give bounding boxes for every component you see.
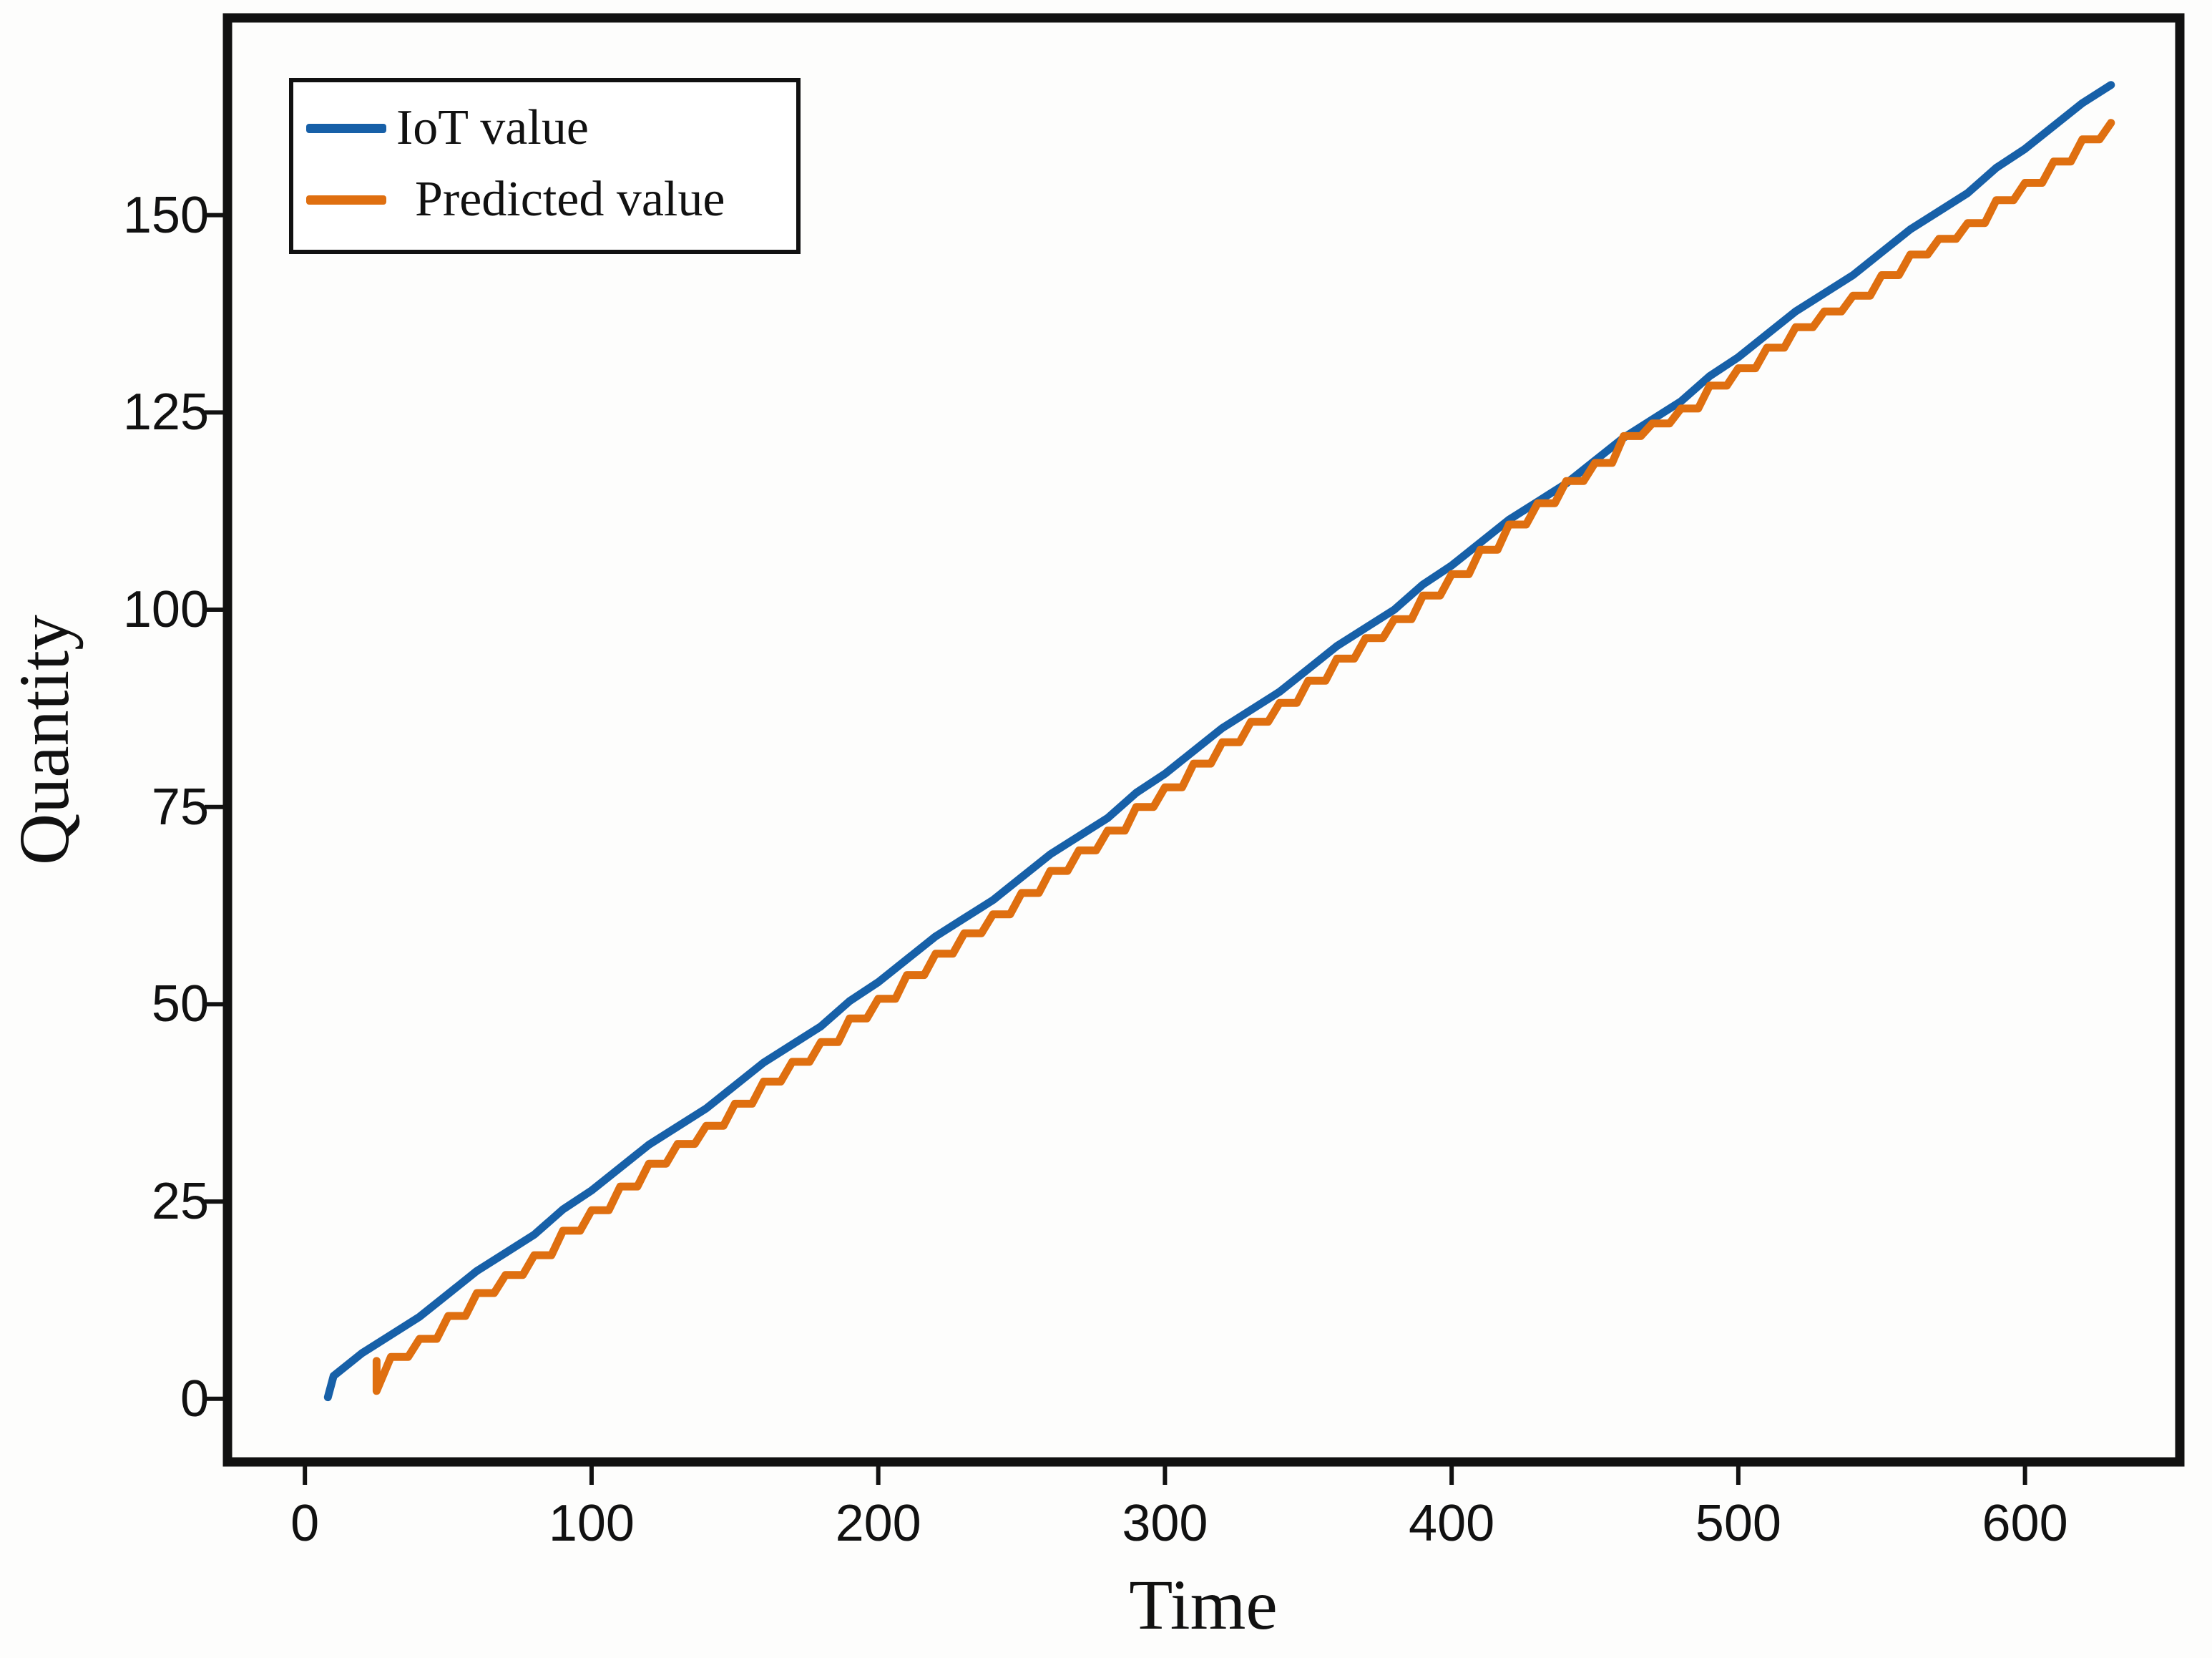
legend-item-predicted: Predicted value [306, 164, 768, 235]
y-tick-label: 50 [151, 975, 209, 1033]
iot-line-swatch [306, 123, 386, 133]
y-tick-label: 125 [122, 384, 209, 442]
x-tick-label: 400 [1409, 1495, 1495, 1552]
chart-canvas [205, 13, 2185, 1485]
y-tick-label: 100 [122, 581, 209, 639]
x-tick-label: 200 [835, 1495, 921, 1552]
series-line-0 [323, 81, 2115, 1402]
y-tick-label: 150 [122, 186, 209, 244]
y-tick-label: 25 [151, 1173, 209, 1231]
x-tick-label: 500 [1695, 1495, 1781, 1552]
x-tick-label: 600 [1982, 1495, 2068, 1552]
x-tick-label: 300 [1122, 1495, 1208, 1552]
legend-label-predicted: Predicted value [415, 172, 725, 227]
legend-item-iot: IoT value [306, 92, 768, 164]
y-axis-label: Quantity [4, 615, 84, 865]
x-axis-label: Time [1129, 1565, 1278, 1644]
plot-frame [222, 13, 2185, 1467]
predicted-line-swatch [306, 195, 386, 205]
series-line-1 [372, 119, 2115, 1395]
legend-label-iot: IoT value [396, 100, 589, 155]
plot-area: IoT value Predicted value [205, 13, 2185, 1485]
x-tick-label: 100 [548, 1495, 635, 1552]
x-tick-label: 0 [290, 1495, 320, 1552]
y-tick-label: 75 [151, 778, 209, 836]
y-tick-label: 0 [180, 1370, 209, 1428]
legend: IoT value Predicted value [289, 78, 801, 254]
